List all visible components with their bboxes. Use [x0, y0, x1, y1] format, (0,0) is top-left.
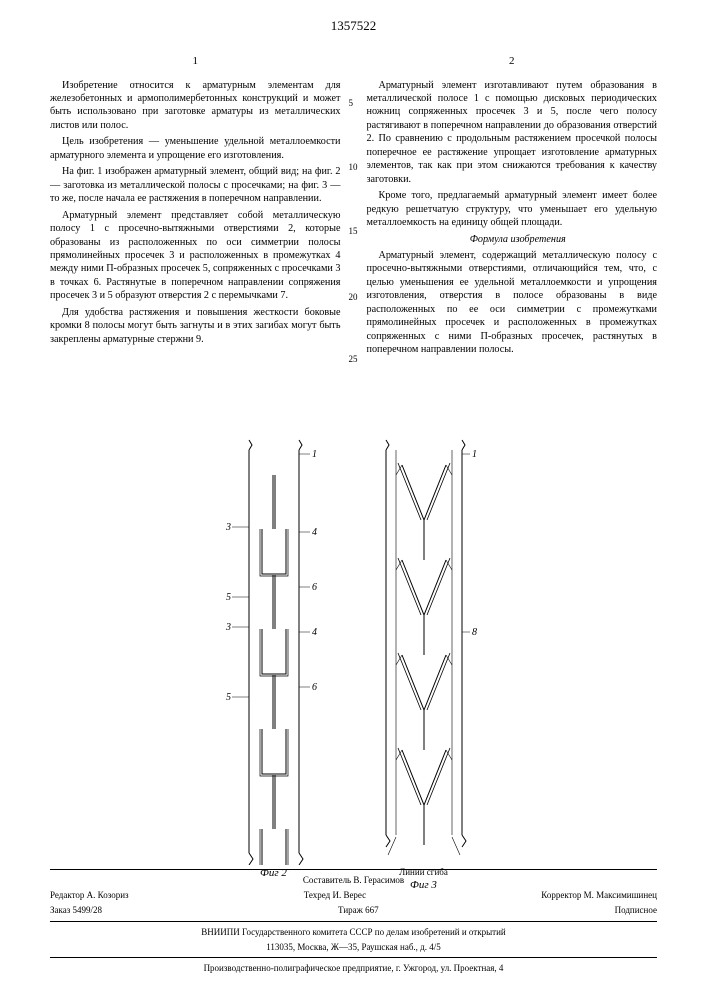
order: Заказ 5499/28 — [50, 904, 102, 916]
addr1: 113035, Москва, Ж—35, Раушская наб., д. … — [50, 941, 657, 953]
column-right: 5 10 15 20 25 2 Арматурный элемент изгот… — [367, 54, 658, 360]
credits-row-2: Заказ 5499/28 Тираж 667 Подписное — [50, 904, 657, 916]
compiler: Составитель В. Герасимов — [50, 874, 657, 886]
para: Арматурный элемент изготавливают путем о… — [367, 79, 658, 187]
patent-number: 1357522 — [0, 18, 707, 34]
col-left-number: 1 — [50, 54, 341, 69]
credits-row-1: Редактор А. Козориз Техред И. Верес Корр… — [50, 889, 657, 901]
line-number: 5 — [349, 98, 354, 110]
figures-row: 353546461 Фиг 2 18 Линии сгиба Фиг 3 — [0, 435, 707, 891]
para: Для удобства растяжения и повышения жест… — [50, 306, 341, 346]
claim-heading: Формула изобретения — [367, 233, 658, 246]
editor: Редактор А. Козориз — [50, 889, 129, 901]
org2: Производственно-полиграфическое предприя… — [50, 962, 657, 974]
svg-text:1: 1 — [312, 449, 317, 460]
circulation: Тираж 667 — [338, 904, 379, 916]
col-right-number: 2 — [367, 54, 658, 69]
figure-2: 353546461 Фиг 2 — [224, 435, 324, 891]
svg-text:3: 3 — [225, 522, 231, 533]
fig3-svg: 18 — [364, 435, 484, 865]
svg-text:8: 8 — [472, 627, 477, 638]
footer: Составитель В. Герасимов Редактор А. Коз… — [50, 865, 657, 974]
org1: ВНИИПИ Государственного комитета СССР по… — [50, 926, 657, 938]
para: Кроме того, предлагаемый арматурный элем… — [367, 189, 658, 229]
para: Арматурный элемент представляет собой ме… — [50, 209, 341, 303]
text-columns: 1 Изобретение относится к арматурным эле… — [50, 54, 657, 360]
claim-text: Арматурный элемент, содержащий металличе… — [367, 249, 658, 357]
para: Изобретение относится к арматурным элеме… — [50, 79, 341, 133]
para: Цель изобретения — уменьшение удельной м… — [50, 135, 341, 162]
fig2-svg: 3 5 3 5 4 6 4 6 1 — [224, 435, 324, 865]
svg-text:5: 5 — [226, 692, 231, 703]
line-number: 25 — [349, 354, 358, 366]
column-left: 1 Изобретение относится к арматурным эле… — [50, 54, 341, 360]
svg-text:6: 6 — [312, 682, 317, 693]
line-number: 10 — [349, 162, 358, 174]
techred: Техред И. Верес — [304, 889, 366, 901]
page: 1357522 1 Изобретение относится к армату… — [0, 0, 707, 1000]
svg-text:6: 6 — [312, 582, 317, 593]
svg-text:1: 1 — [472, 449, 477, 460]
figure-3: 18 Линии сгиба Фиг 3 — [364, 435, 484, 891]
svg-text:4: 4 — [312, 527, 317, 538]
line-number: 15 — [349, 226, 358, 238]
para: На фиг. 1 изображен арматурный элемент, … — [50, 165, 341, 205]
svg-text:3: 3 — [225, 622, 231, 633]
line-number: 20 — [349, 292, 358, 304]
subscription: Подписное — [615, 904, 657, 916]
svg-text:5: 5 — [226, 592, 231, 603]
corrector: Корректор М. Максимишинец — [541, 889, 657, 901]
svg-text:4: 4 — [312, 627, 317, 638]
